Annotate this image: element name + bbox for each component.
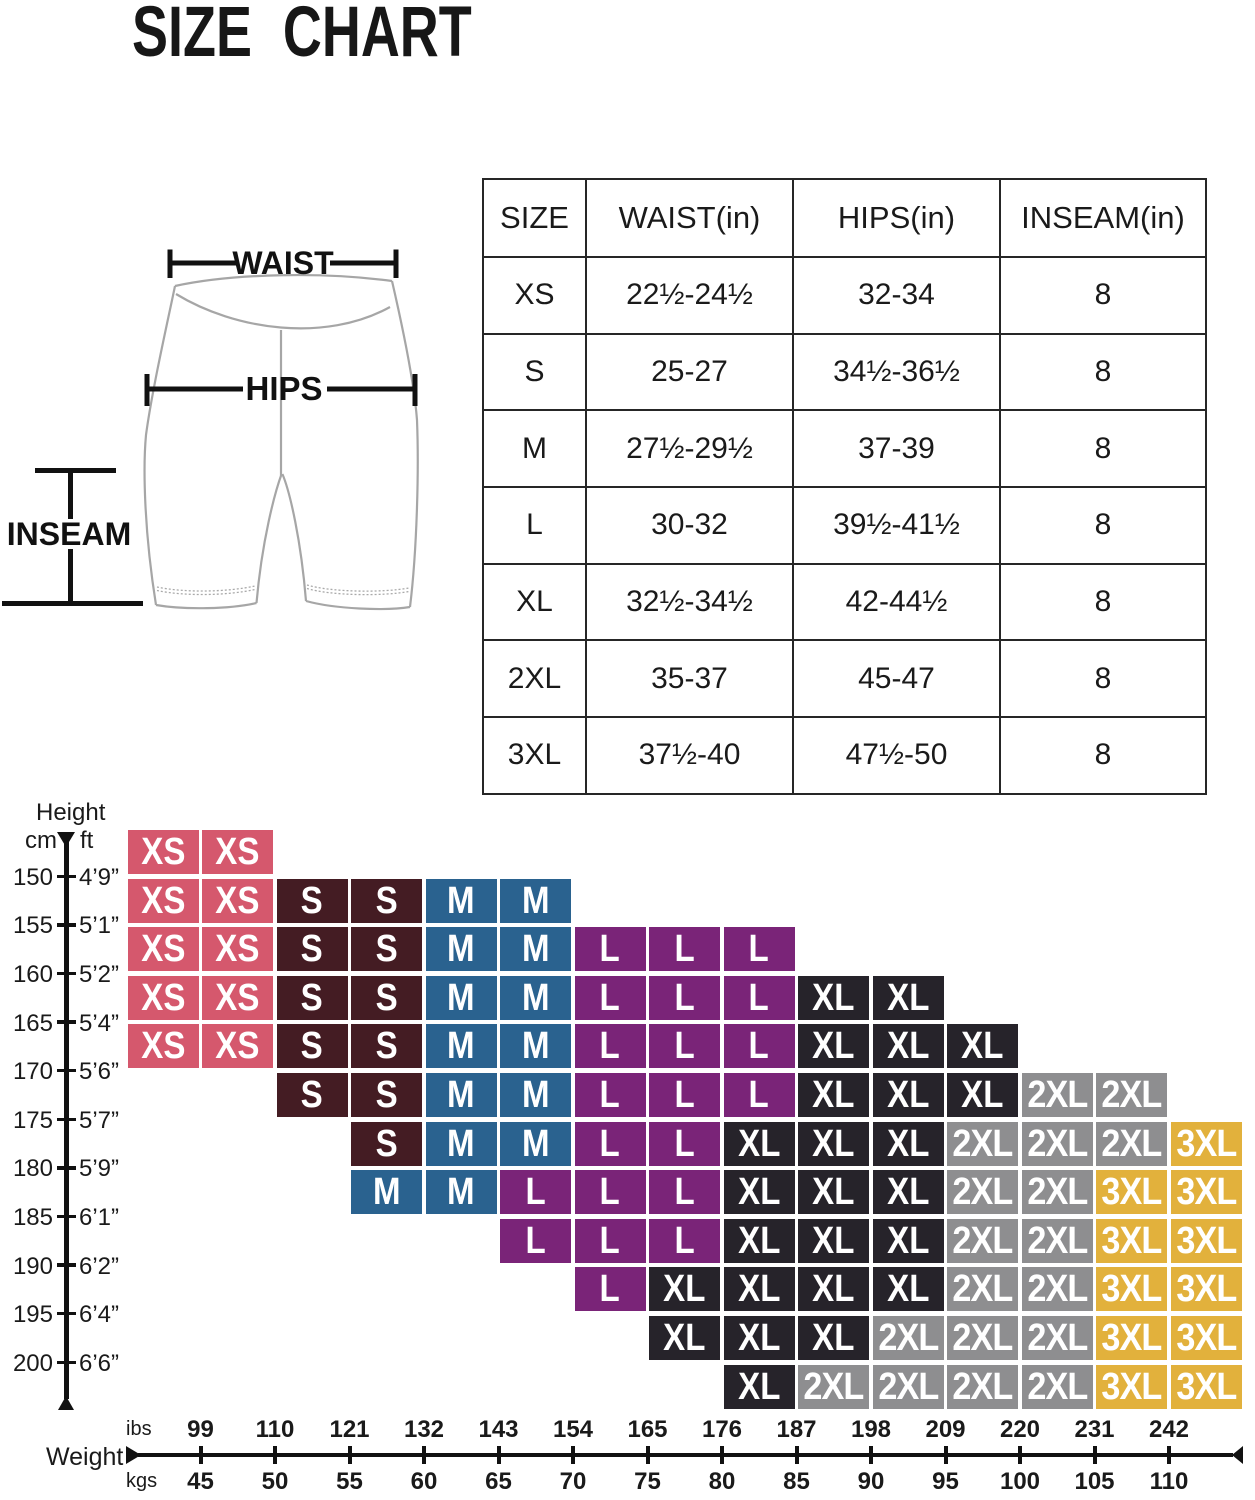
svg-text:WAIST: WAIST [232, 245, 334, 281]
svg-text:HIPS: HIPS [245, 370, 322, 407]
svg-text:INSEAM: INSEAM [7, 516, 131, 552]
